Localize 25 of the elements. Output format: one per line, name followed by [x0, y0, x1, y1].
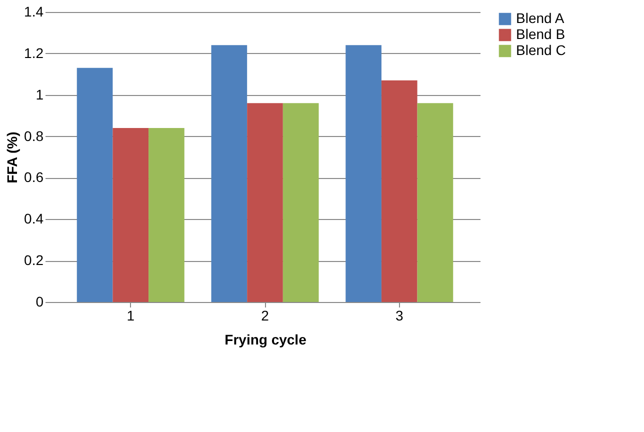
bar: [76, 68, 113, 302]
y-tick-label: 0: [36, 294, 44, 310]
y-tick-label: 0.2: [24, 252, 44, 268]
y-tick-label: 1.2: [24, 44, 44, 61]
bar: [417, 103, 454, 302]
bar: [381, 80, 418, 302]
x-tick-label: 2: [261, 308, 270, 324]
y-axis-title: FFA (%): [4, 132, 20, 184]
x-tick-label: 3: [395, 308, 404, 324]
y-tick-label: 1: [36, 86, 44, 102]
legend-label: Blend C: [516, 42, 566, 58]
x-tick-label: 1: [126, 308, 135, 324]
legend-label: Blend A: [516, 10, 565, 26]
bar: [148, 128, 184, 302]
bar: [346, 45, 382, 302]
bar: [112, 128, 149, 302]
legend-label: Blend B: [516, 26, 566, 42]
y-tick-label: 0.4: [24, 210, 44, 227]
bar: [282, 103, 319, 302]
y-tick-label: 1.4: [24, 4, 44, 20]
bar: [247, 103, 283, 302]
y-tick-label: 0.8: [24, 128, 44, 144]
bar: [211, 45, 248, 302]
x-axis-title: Frying cycle: [224, 332, 307, 348]
y-tick-label: 0.6: [24, 169, 44, 186]
